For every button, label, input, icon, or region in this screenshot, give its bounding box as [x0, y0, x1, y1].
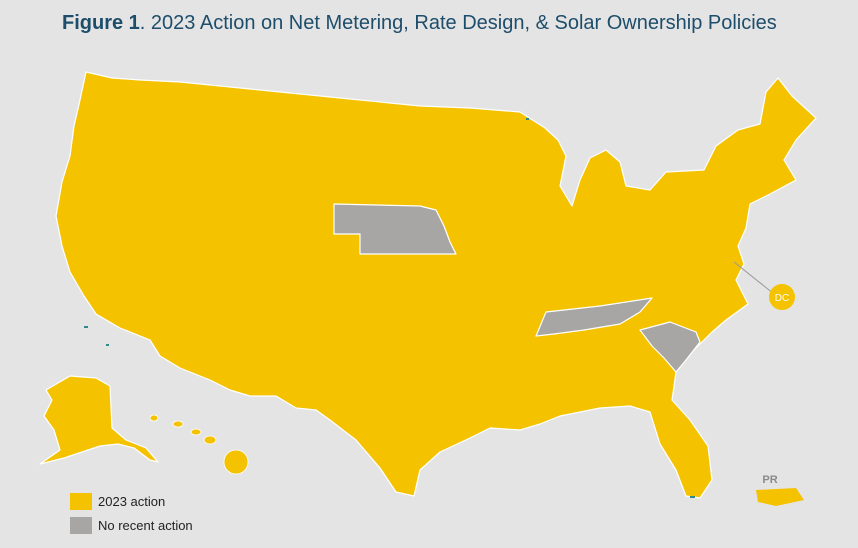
legend-label-no-action: No recent action	[98, 517, 193, 533]
state-alaska	[39, 375, 159, 465]
figure-title: Figure 1. 2023 Action on Net Metering, R…	[62, 12, 777, 35]
legend-item-action: 2023 action	[70, 489, 193, 513]
legend-item-no-action: No recent action	[70, 513, 193, 537]
contiguous-us	[55, 71, 817, 499]
dc-marker	[769, 284, 795, 310]
state-nebraska	[333, 203, 457, 255]
territory-puerto-rico	[756, 488, 804, 506]
state-south-carolina	[639, 321, 701, 373]
legend-swatch-action	[70, 492, 92, 510]
water-accents	[84, 118, 695, 498]
dc-leader-line	[733, 261, 775, 295]
pr-label: PR	[762, 474, 777, 486]
legend: 2023 action No recent action	[70, 489, 193, 537]
legend-label-action: 2023 action	[98, 493, 166, 509]
dc-label: DC	[775, 293, 789, 304]
state-hawaii	[149, 414, 249, 475]
figure-caption: . 2023 Action on Net Metering, Rate Desi…	[139, 12, 777, 34]
figure-number: Figure 1	[62, 12, 140, 34]
state-tennessee	[535, 297, 653, 337]
legend-swatch-no-action	[70, 516, 92, 534]
